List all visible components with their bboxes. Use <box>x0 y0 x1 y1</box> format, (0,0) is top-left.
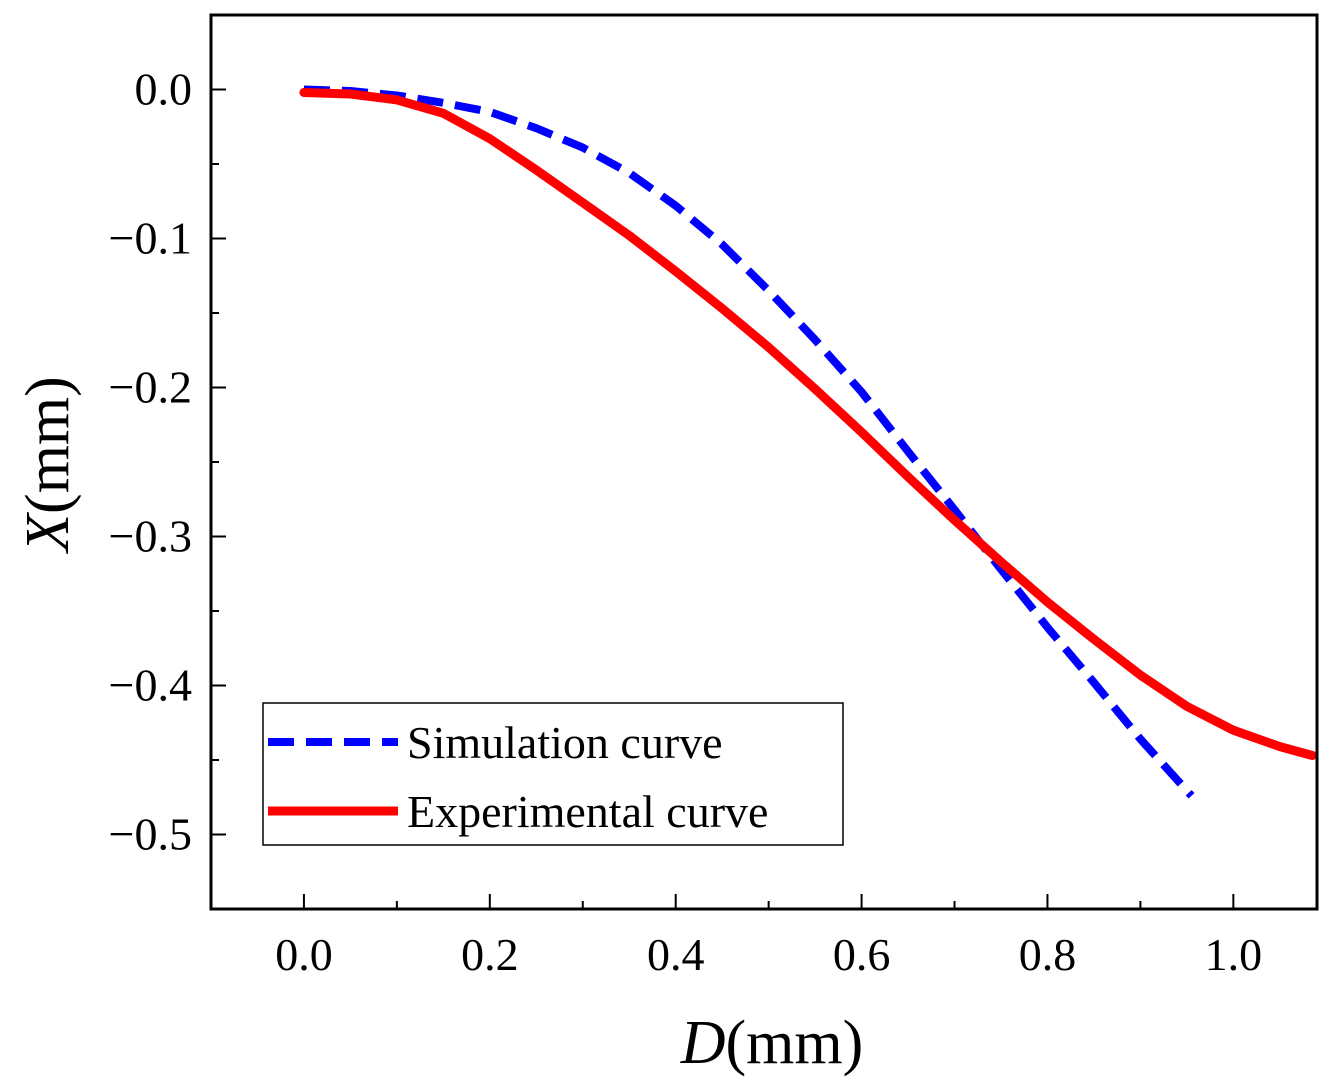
y-tick-label: −0.1 <box>109 213 192 264</box>
series-line-experimental-curve <box>299 88 1317 760</box>
x-axis-label-unit: (mm) <box>726 1009 864 1077</box>
y-axis-label-unit: (mm) <box>14 376 82 514</box>
legend-label-experimental: Experimental curve <box>407 786 768 837</box>
y-tick-label: −0.5 <box>109 809 192 860</box>
y-axis-label: X(mm) <box>14 376 82 555</box>
x-axis-label: D(mm) <box>680 1009 864 1077</box>
x-axis-label-italic: D <box>680 1009 726 1077</box>
y-tick-label: 0.0 <box>135 64 193 115</box>
y-axis-label-italic: X <box>14 512 82 555</box>
tick-labels: 0.0 0.2 0.4 0.6 0.8 1.0 0.0 −0.1 −0.2 −0.3 −0.4 −0.… <box>109 64 1263 981</box>
y-tick-label: −0.4 <box>109 660 192 711</box>
y-tick-label: −0.3 <box>109 511 192 562</box>
legend: Simulation curve Experimental curve <box>262 702 844 846</box>
x-tick-label: 0.0 <box>275 929 333 980</box>
legend-label-simulation: Simulation curve <box>407 717 723 768</box>
series-layer <box>299 85 1317 799</box>
x-tick-label: 1.0 <box>1205 929 1263 980</box>
legend-box <box>262 702 844 846</box>
x-tick-label: 0.6 <box>833 929 891 980</box>
plot-frame <box>209 13 1319 911</box>
x-tick-label: 0.4 <box>647 929 705 980</box>
x-tick-label: 0.8 <box>1019 929 1077 980</box>
y-tick-label: −0.2 <box>109 362 192 413</box>
x-tick-label: 0.2 <box>461 929 519 980</box>
series-line-simulation-curve <box>303 85 1195 799</box>
